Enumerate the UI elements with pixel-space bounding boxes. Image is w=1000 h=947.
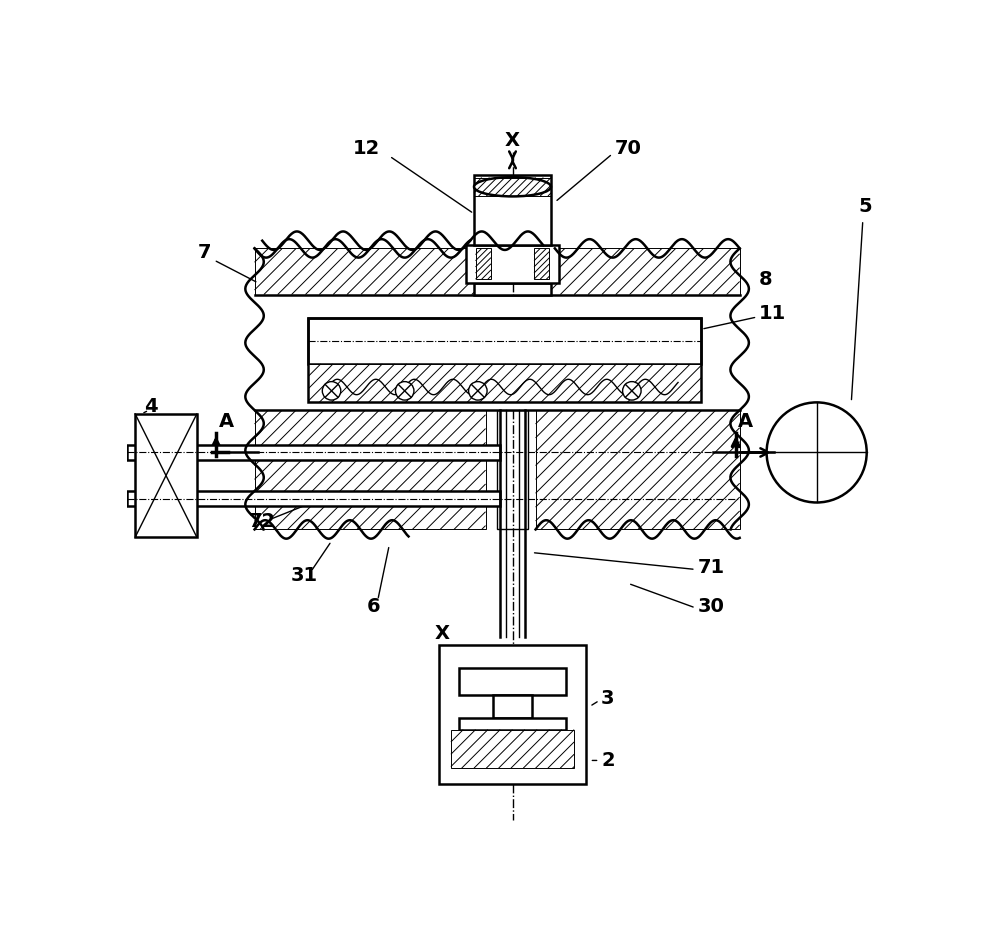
Text: 5: 5 [858,197,872,216]
Text: 30: 30 [697,597,724,616]
Bar [308,317,701,364]
Circle shape [469,382,487,400]
Text: A: A [218,412,234,431]
Bar [474,175,551,244]
Bar [551,248,740,295]
Bar [459,668,566,695]
Circle shape [322,382,341,400]
Text: 4: 4 [144,397,157,416]
Bar [308,364,701,402]
Text: 3: 3 [601,689,615,708]
Bar [439,645,586,783]
Bar [536,410,740,529]
Bar [534,248,549,279]
Text: 72: 72 [249,512,276,531]
Bar [497,410,528,529]
Bar [476,248,491,279]
Text: X: X [505,131,520,150]
Bar [451,729,574,768]
Circle shape [623,382,641,400]
Text: 31: 31 [291,566,318,585]
Ellipse shape [474,177,551,196]
Text: 71: 71 [697,559,724,578]
Bar [466,244,559,283]
Bar [474,283,551,295]
Text: 6: 6 [367,597,381,616]
Text: 70: 70 [615,139,641,158]
Text: 8: 8 [759,270,773,289]
Text: 11: 11 [759,304,786,323]
Circle shape [767,402,867,503]
Text: 7: 7 [198,242,211,261]
Bar [308,317,701,402]
Bar [493,695,532,718]
Text: X: X [434,624,449,643]
Bar [459,718,566,729]
Bar [255,248,474,295]
Bar [474,177,551,196]
Text: A: A [738,412,753,431]
Bar [255,295,740,410]
Bar [127,445,500,460]
Bar [127,491,500,507]
Text: 2: 2 [601,751,615,770]
Bar [255,410,486,529]
Circle shape [395,382,414,400]
Bar [135,414,197,537]
Text: 12: 12 [353,139,380,158]
